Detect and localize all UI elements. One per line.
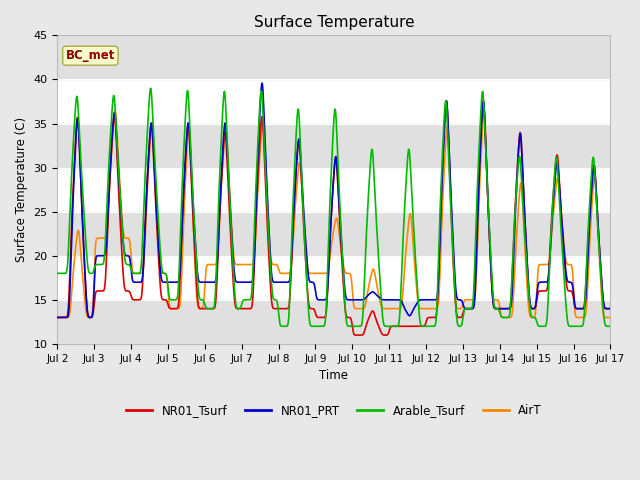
Bar (58, 300, 611, 344)
Y-axis label: Surface Temperature (C): Surface Temperature (C) (15, 117, 28, 262)
Legend: NR01_Tsurf, NR01_PRT, Arable_Tsurf, AirT: NR01_Tsurf, NR01_PRT, Arable_Tsurf, AirT (122, 399, 547, 421)
Bar (58, 212, 611, 256)
X-axis label: Time: Time (319, 369, 348, 382)
Text: BC_met: BC_met (66, 49, 115, 62)
Bar (58, 123, 611, 168)
Bar (58, 36, 611, 79)
Title: Surface Temperature: Surface Temperature (253, 15, 414, 30)
